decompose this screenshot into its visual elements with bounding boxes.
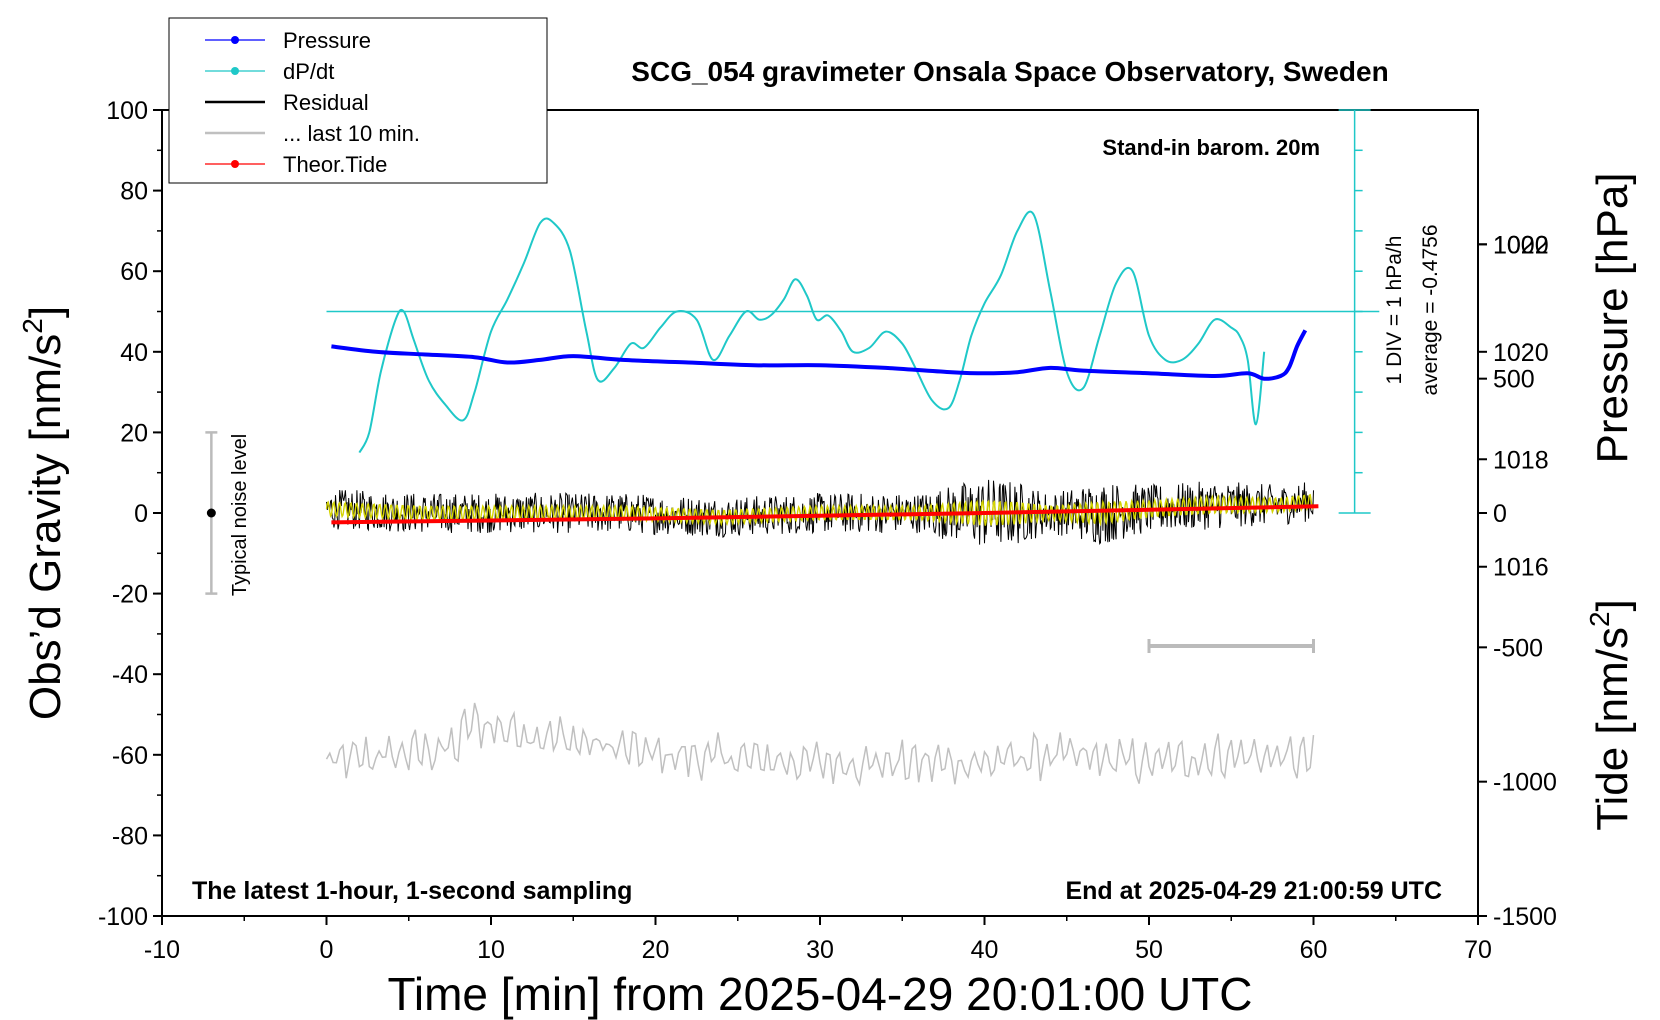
x-tick-label: 30 [806, 936, 834, 964]
legend-label: dP/dt [283, 59, 334, 84]
noise-label: Typical noise level [229, 434, 251, 596]
legend-label: Residual [283, 90, 369, 115]
x-tick-label: 60 [1300, 936, 1328, 964]
tide-tick-label: -500 [1493, 634, 1543, 662]
axis-ticks: -10 0 10 20 30 40 50 60 70-100-80-60-40-20020406… [98, 97, 1557, 964]
x-tick-label: 10 [477, 936, 505, 964]
series-tide-line [331, 504, 1319, 525]
y-axis-label-left-sup: 2 [17, 318, 48, 334]
legend-label: Theor.Tide [283, 152, 387, 177]
tide-tick-label: -1000 [1493, 769, 1557, 797]
legend: Pressure dP/dt Residual ... last 10 min. The… [168, 17, 548, 184]
x-tick-label: 40 [971, 936, 999, 964]
legend-label: ... last 10 min. [283, 121, 420, 146]
y-tick-label: -60 [112, 742, 148, 770]
y-tick-label: -40 [112, 661, 148, 689]
pressure-tick-label: 1016 [1493, 554, 1549, 582]
y-axis-label-tide: Tide [nm/s2] [1584, 599, 1637, 831]
x-axis-label: Time [min] from 2025-04-29 20:01:00 UTC [388, 968, 1253, 1020]
x-tick-label: -10 [144, 936, 180, 964]
legend-marker [231, 160, 239, 168]
legend-marker [231, 36, 239, 44]
series-layer [205, 109, 1380, 787]
tide-tick-label: 500 [1493, 366, 1535, 394]
series-last10-line [325, 702, 1315, 787]
y-tick-label: -100 [98, 903, 148, 931]
noise-bar-dot [206, 508, 216, 518]
x-tick-label: 50 [1135, 936, 1163, 964]
series-pressure-line [331, 329, 1308, 381]
tide-tick-label: 1000 [1493, 231, 1549, 259]
tide-tick-label: -1500 [1493, 903, 1557, 931]
y-tick-label: 0 [134, 500, 148, 528]
y-axis-label-left-main: Obs’d Gravity [nm/s [21, 334, 70, 720]
series-dpdt-line [358, 210, 1266, 454]
y-tick-label: 100 [106, 97, 148, 125]
average-label: average = -0.4756 [1419, 224, 1442, 395]
pressure-tick-label: 1020 [1493, 339, 1549, 367]
y-tick-label: 40 [120, 339, 148, 367]
legend-box [168, 17, 548, 184]
tide-tick-label: 0 [1493, 500, 1507, 528]
y-tick-label: -80 [112, 822, 148, 850]
y-axis-label-left-end: ] [21, 306, 70, 318]
y-tick-label: 60 [120, 258, 148, 286]
y-axis-label-tide-main: Tide [nm/s [1588, 627, 1637, 831]
pressure-tick-label: 1022 [1493, 231, 1549, 259]
y-axis-label-pressure: Pressure [hPa] [1588, 172, 1637, 463]
chart-title: SCG_054 gravimeter Onsala Space Observat… [631, 56, 1388, 87]
x-tick-label: 70 [1464, 936, 1492, 964]
x-tick-label: 0 [320, 936, 334, 964]
y-axis-label-left: Obs’d Gravity [nm/s2] [17, 306, 70, 720]
y-tick-label: 20 [120, 419, 148, 447]
y-axis-label-tide-sup: 2 [1584, 611, 1615, 627]
y-tick-label: 80 [120, 178, 148, 206]
series-residual-line [326, 479, 1314, 545]
legend-label: Pressure [283, 28, 371, 53]
bottom-right-note: End at 2025-04-29 21:00:59 UTC [1065, 877, 1442, 905]
stand-in-note: Stand-in barom. 20m [1102, 135, 1320, 160]
legend-marker [231, 67, 239, 75]
y-tick-label: -20 [112, 581, 148, 609]
x-tick-label: 20 [642, 936, 670, 964]
pressure-tick-label: 1018 [1493, 446, 1549, 474]
bottom-left-note: The latest 1-hour, 1-second sampling [192, 877, 632, 905]
div-label: 1 DIV = 1 hPa/h [1383, 236, 1406, 385]
y-axis-label-tide-end: ] [1588, 599, 1637, 611]
